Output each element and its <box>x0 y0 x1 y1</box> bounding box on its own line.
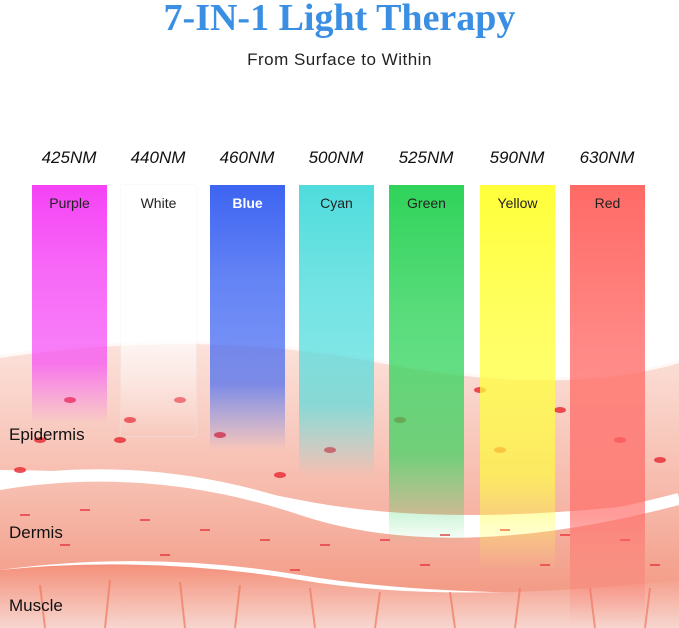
layer-label-dermis: Dermis <box>9 523 63 542</box>
light-bar-white: White <box>121 185 196 436</box>
light-color-label: Red <box>594 195 621 211</box>
wavelength-label: 630NM <box>579 148 635 167</box>
light-bar-blue: Blue <box>210 185 285 450</box>
layer-label-muscle: Muscle <box>9 596 63 615</box>
light-bar-red: Red <box>570 185 645 625</box>
light-color-label: Purple <box>49 195 90 211</box>
wavelength-label: 460NM <box>219 148 275 167</box>
light-color-label: Yellow <box>497 195 538 211</box>
light-color-label: Cyan <box>320 195 353 211</box>
wavelength-label: 525NM <box>398 148 454 167</box>
wavelength-label: 500NM <box>308 148 364 167</box>
light-bar-green: Green <box>389 185 464 544</box>
muscle-layer <box>0 564 679 628</box>
subtitle: From Surface to Within <box>247 50 432 69</box>
wavelength-label: 440NM <box>130 148 186 167</box>
light-color-label: Green <box>407 195 446 211</box>
light-bar-yellow: Yellow <box>480 185 555 571</box>
page-title: 7-IN-1 Light Therapy <box>163 0 516 39</box>
light-bar-purple: Purple <box>32 185 107 423</box>
light-color-label: Blue <box>232 195 263 211</box>
layer-label-epidermis: Epidermis <box>9 425 85 444</box>
wavelength-label: 590NM <box>489 148 545 167</box>
light-color-label: White <box>140 195 177 211</box>
light-bar-cyan: Cyan <box>299 185 374 477</box>
wavelength-label: 425NM <box>41 148 97 167</box>
